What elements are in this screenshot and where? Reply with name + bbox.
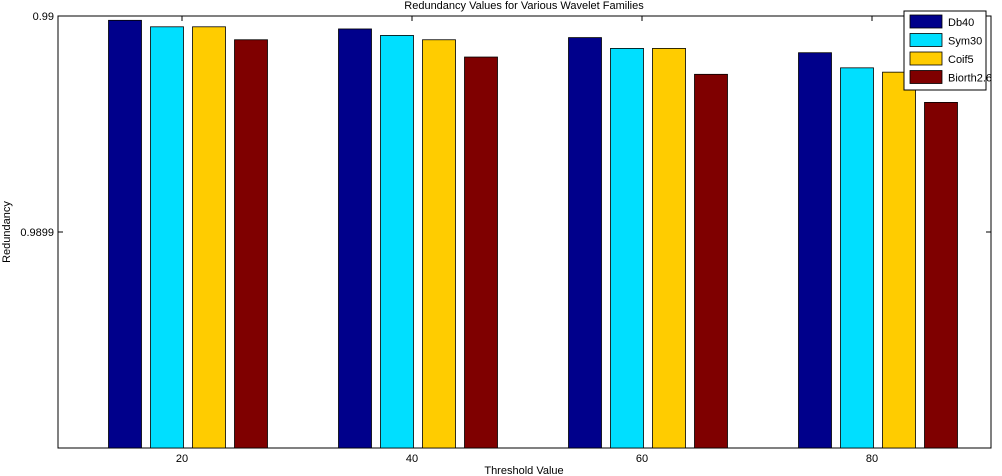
legend-swatch-db40 bbox=[909, 14, 943, 29]
bar-coif5-60 bbox=[652, 48, 686, 449]
legend-swatch-coif5 bbox=[909, 51, 943, 66]
bar-sym30-20 bbox=[150, 26, 184, 449]
bar-biorth26-20 bbox=[234, 39, 268, 449]
bar-biorth26-40 bbox=[464, 56, 498, 449]
legend: Db40 Sym30 Coif5 Biorth2.6 bbox=[903, 10, 992, 91]
bar-coif5-40 bbox=[422, 39, 456, 449]
y-tick-label: 0.99 bbox=[33, 11, 54, 23]
bar-db40-60 bbox=[568, 37, 602, 449]
bar-db40-80 bbox=[798, 52, 832, 449]
bar-coif5-80 bbox=[882, 71, 916, 449]
bar-biorth26-60 bbox=[694, 73, 728, 449]
legend-label: Biorth2.6 bbox=[948, 73, 992, 85]
legend-swatch-biorth26 bbox=[909, 70, 943, 84]
bar-db40-20 bbox=[108, 19, 142, 449]
bar-sym30-40 bbox=[380, 35, 414, 449]
x-axis-label: Threshold Value bbox=[484, 465, 563, 476]
bar-sym30-80 bbox=[840, 67, 874, 449]
legend-label: Db40 bbox=[948, 17, 974, 29]
y-tick-label: 0.9899 bbox=[20, 227, 54, 239]
chart-title: Redundancy Values for Various Wavelet Fa… bbox=[404, 0, 644, 12]
x-tick-label: 60 bbox=[636, 453, 648, 465]
x-tick-label: 40 bbox=[406, 453, 418, 465]
bar-sym30-60 bbox=[610, 48, 644, 449]
x-tick-label: 20 bbox=[176, 453, 188, 465]
x-tick-label: 80 bbox=[866, 453, 878, 465]
bar-db40-40 bbox=[338, 28, 372, 449]
bar-biorth26-80 bbox=[924, 102, 958, 449]
legend-label: Sym30 bbox=[948, 36, 982, 48]
legend-label: Coif5 bbox=[948, 54, 974, 66]
legend-swatch-sym30 bbox=[909, 33, 943, 47]
bar-coif5-20 bbox=[192, 26, 226, 449]
y-axis-label: Redundancy bbox=[1, 201, 13, 263]
